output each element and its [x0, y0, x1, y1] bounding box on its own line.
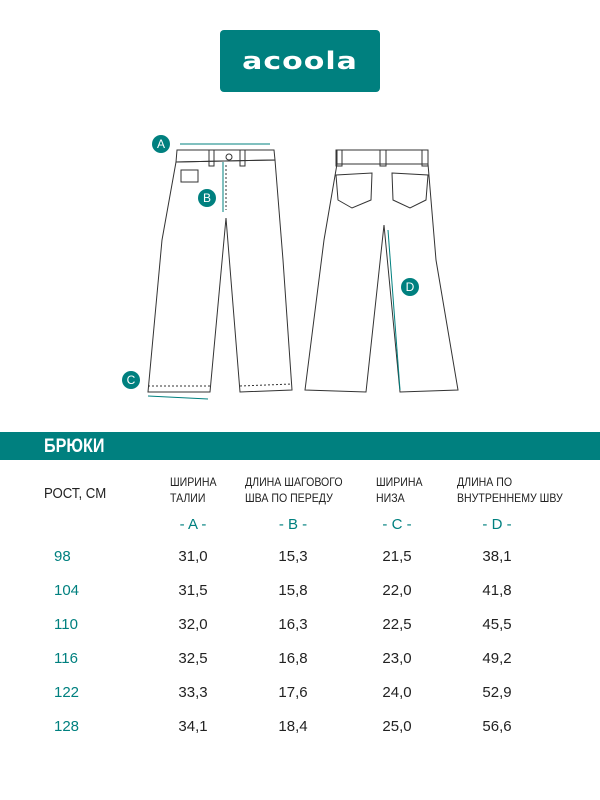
- column-letter-c: - C -: [382, 516, 412, 533]
- table-row: 104 31,5 15,8 22,0 41,8: [0, 582, 600, 606]
- column-letter-b: - B -: [278, 516, 308, 533]
- value-cell: 45,5: [482, 616, 512, 633]
- header-line: ВНУТРЕННЕМУ ШВУ: [457, 491, 563, 505]
- section-title: БРЮКИ: [44, 436, 105, 457]
- value-cell: 31,0: [178, 548, 208, 565]
- value-cell: 22,5: [382, 616, 412, 633]
- value-cell: 38,1: [482, 548, 512, 565]
- value-cell: 15,3: [278, 548, 308, 565]
- value-cell: 23,0: [382, 650, 412, 667]
- value-cell: 21,5: [382, 548, 412, 565]
- table-row: 116 32,5 16,8 23,0 49,2: [0, 650, 600, 674]
- marker-d: [401, 278, 419, 296]
- value-cell: 52,9: [482, 684, 512, 701]
- section-banner: БРЮКИ: [0, 432, 600, 460]
- value-cell: 49,2: [482, 650, 512, 667]
- pants-diagram: A B C D: [122, 135, 459, 400]
- value-cell: 17,6: [278, 684, 308, 701]
- height-cell: 122: [54, 684, 80, 701]
- header-line: ДЛИНА ПО: [457, 475, 513, 489]
- value-cell: 31,5: [178, 582, 208, 599]
- column-header-d: ДЛИНА ПО ВНУТРЕННЕМУ ШВУ: [457, 474, 563, 506]
- height-cell: 128: [54, 718, 80, 735]
- row-header: РОСТ, СМ: [44, 485, 107, 502]
- marker-c: [122, 371, 140, 389]
- value-cell: 56,6: [482, 718, 512, 735]
- header-line: ШИРИНА: [376, 475, 423, 489]
- value-cell: 25,0: [382, 718, 412, 735]
- marker-a: [152, 135, 170, 153]
- marker-a-label: A: [157, 137, 165, 151]
- value-cell: 15,8: [278, 582, 308, 599]
- header-line: ШИРИНА: [170, 475, 217, 489]
- header-line: ШВА ПО ПЕРЕДУ: [245, 491, 333, 505]
- table-row: 122 33,3 17,6 24,0 52,9: [0, 684, 600, 708]
- value-cell: 16,3: [278, 616, 308, 633]
- pants-front: [147, 149, 293, 393]
- value-cell: 24,0: [382, 684, 412, 701]
- table-row: 128 34,1 18,4 25,0 56,6: [0, 718, 600, 742]
- header-line: ТАЛИИ: [170, 491, 206, 505]
- column-letter-a: - A -: [179, 516, 207, 533]
- value-cell: 32,5: [178, 650, 208, 667]
- marker-c-label: C: [127, 373, 136, 387]
- header-line: НИЗА: [376, 491, 405, 505]
- value-cell: 18,4: [278, 718, 308, 735]
- column-header-c: ШИРИНА НИЗА: [376, 474, 423, 506]
- marker-b-label: B: [203, 191, 211, 205]
- table-row: 98 31,0 15,3 21,5 38,1: [0, 548, 600, 572]
- value-cell: 33,3: [178, 684, 208, 701]
- height-cell: 116: [54, 650, 78, 667]
- value-cell: 22,0: [382, 582, 412, 599]
- column-header-b: ДЛИНА ШАГОВОГО ШВА ПО ПЕРЕДУ: [245, 474, 343, 506]
- height-cell: 110: [54, 616, 78, 633]
- column-header-a: ШИРИНА ТАЛИИ: [170, 474, 217, 506]
- pants-back: [304, 149, 459, 393]
- logo-text: acoola: [242, 47, 358, 75]
- height-cell: 98: [54, 548, 71, 565]
- value-cell: 34,1: [178, 718, 208, 735]
- column-letter-d: - D -: [482, 516, 512, 533]
- measure-lines: [147, 143, 401, 400]
- marker-d-label: D: [406, 280, 415, 294]
- value-cell: 16,8: [278, 650, 308, 667]
- brand-logo: acoola: [220, 30, 380, 92]
- height-cell: 104: [54, 582, 80, 599]
- value-cell: 32,0: [178, 616, 208, 633]
- header-line: ДЛИНА ШАГОВОГО: [245, 475, 343, 489]
- table-row: 110 32,0 16,3 22,5 45,5: [0, 616, 600, 640]
- value-cell: 41,8: [482, 582, 512, 599]
- marker-b: [198, 189, 216, 207]
